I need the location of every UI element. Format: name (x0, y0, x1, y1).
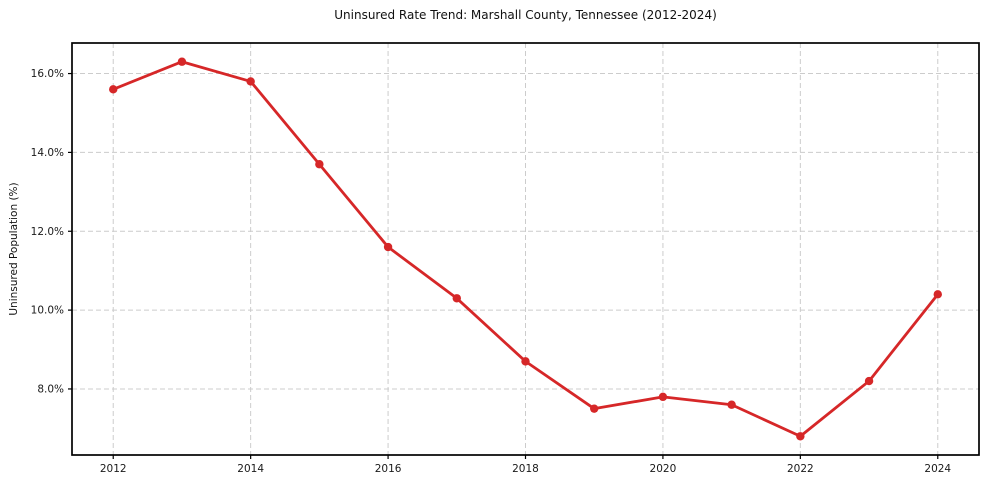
y-tick-label: 8.0% (37, 383, 64, 395)
data-point-marker (383, 242, 393, 252)
x-tick-label: 2022 (787, 463, 814, 475)
data-point-marker (246, 77, 255, 86)
data-point-marker (315, 160, 324, 169)
data-point-marker (590, 404, 599, 413)
y-tick-label: 16.0% (31, 68, 64, 80)
x-tick-label: 2014 (237, 463, 264, 475)
data-point-marker (177, 57, 187, 66)
plot-border (71, 42, 980, 456)
y-tick-label: 12.0% (31, 226, 64, 238)
data-point-marker (796, 432, 805, 441)
x-tick-label: 2018 (512, 463, 539, 475)
data-point-marker (933, 290, 942, 299)
data-point-marker (864, 376, 874, 386)
data-point-marker (658, 392, 668, 402)
y-tick-label: 14.0% (31, 147, 64, 159)
data-point-marker (452, 294, 461, 303)
y-tick-label: 10.0% (31, 305, 64, 317)
x-tick-label: 2024 (924, 463, 951, 475)
x-tick-label: 2012 (100, 463, 127, 475)
x-tick-label: 2020 (650, 463, 677, 475)
data-point-marker (521, 357, 530, 366)
chart-title: Uninsured Rate Trend: Marshall County, T… (334, 8, 717, 22)
data-point-marker (727, 400, 736, 409)
x-tick-label: 2016 (375, 463, 402, 475)
data-point-marker (109, 85, 118, 94)
